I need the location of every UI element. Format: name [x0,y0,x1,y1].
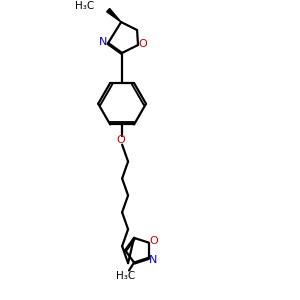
Polygon shape [107,8,121,22]
Text: N: N [99,37,107,47]
Text: O: O [149,236,158,246]
Text: O: O [139,39,147,49]
Text: O: O [117,135,125,145]
Text: H₃C: H₃C [75,1,94,11]
Text: N: N [149,255,158,265]
Text: H₃C: H₃C [116,272,136,281]
